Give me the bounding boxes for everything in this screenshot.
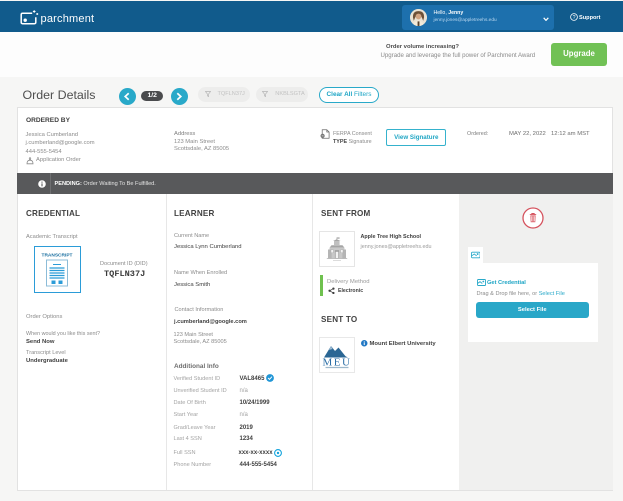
svg-text:MEU: MEU [323,357,352,369]
svg-text:TRANSCRIPT: TRANSCRIPT [41,253,72,259]
svg-text:?: ? [573,15,576,21]
svg-text:parchment: parchment [41,13,95,25]
